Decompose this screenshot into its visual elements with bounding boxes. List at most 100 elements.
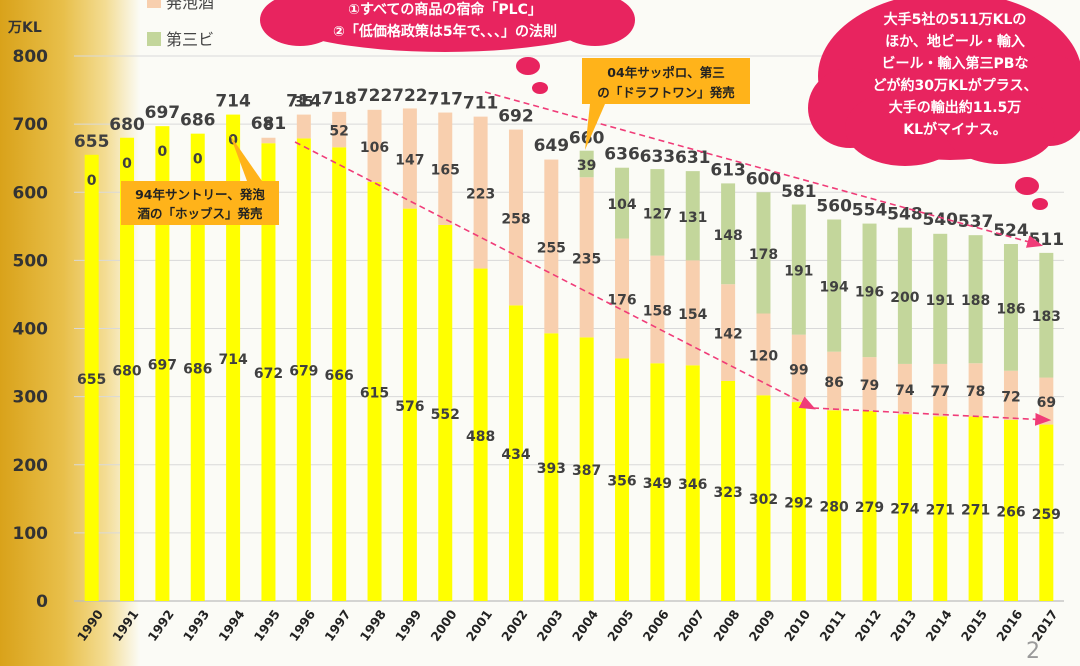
x-tick-label: 2001 [463,607,495,644]
data-label-daisan: 131 [678,210,707,226]
page-number: 2 [1026,639,1040,664]
bar-segment-daisan [827,219,842,352]
data-label-beer: 259 [1032,507,1061,523]
x-tick-label: 2000 [427,607,459,644]
x-tick-label: 2008 [710,607,742,644]
data-label-total: 511 [1029,230,1065,250]
data-label-daisan: 186 [996,301,1025,317]
data-label-total: 718 [321,89,357,109]
beer-background [0,0,140,666]
data-label-beer: 615 [360,386,389,402]
bar-segment-beer [473,268,488,601]
x-tick-label: 1992 [145,607,177,644]
bars [84,108,1054,602]
bar-segment-happoshu [933,363,948,417]
data-label-total: 717 [428,90,464,110]
data-label-beer: 679 [289,364,318,380]
data-label-happoshu: 142 [713,327,742,343]
callout-2004: 04年サッポロ、第三 の「ドラフトワン」発売 [582,58,750,150]
data-label-beer: 387 [572,463,601,479]
x-tick-label: 2005 [604,607,636,644]
data-label-happoshu: 158 [643,303,672,319]
data-label-happoshu: 79 [860,378,879,394]
bar-segment-beer [650,363,665,601]
data-label-total: 633 [640,147,676,167]
data-label-beer: 666 [325,368,354,384]
bar-segment-happoshu [508,129,523,306]
bar-segment-happoshu [1003,370,1018,420]
x-tick-label: 2002 [498,607,530,644]
bar-segment-happoshu [473,116,488,269]
data-label-total: 613 [710,160,746,180]
bar-segment-beer [933,416,948,601]
bar-segment-beer [1039,424,1054,601]
x-tick-label: 2003 [534,607,566,644]
y-tick-label: 100 [13,524,49,544]
bar-segment-beer [685,365,700,601]
bar-segment-happoshu [1039,377,1054,425]
bar-segment-happoshu [402,108,417,209]
data-label-total: 722 [357,86,393,106]
bar-segment-happoshu [579,177,594,338]
data-label-beer: 686 [183,361,212,377]
trend-arrow-decline [294,141,816,410]
bar-segment-daisan [721,183,736,285]
trend-arrow-total [484,91,1044,248]
bar-segment-beer [579,337,594,601]
data-label-happoshu: 0 [158,144,168,160]
data-label-happoshu: 0 [87,173,97,189]
data-label-happoshu: 0 [193,152,203,168]
x-tick-label: 2010 [781,607,813,644]
data-label-happoshu: 78 [966,384,985,400]
legend-label-happoshu: 発泡酒 [166,0,214,12]
x-tick-label: 2016 [993,607,1025,644]
data-label-total: 711 [463,94,499,114]
bar-segment-happoshu [897,363,912,415]
data-label-daisan: 148 [713,228,742,244]
data-label-beer: 349 [643,476,672,492]
bar-segment-daisan [1039,252,1054,378]
bar-segment-daisan [968,235,983,364]
bar-segment-daisan [756,192,771,314]
data-label-total: 714 [215,92,251,112]
data-label-happoshu: 165 [431,163,460,179]
callout-2004-line-1: 04年サッポロ、第三 [607,65,724,80]
data-label-daisan: 39 [577,158,596,174]
data-label-happoshu: 235 [572,251,601,267]
y-tick-label: 700 [13,115,49,135]
x-axis: 1990 1991 1992 1993 1994 1995 1996 1997 1998 1999… [74,607,1061,644]
data-label-happoshu: 176 [607,293,636,309]
x-tick-label: 2011 [816,607,848,644]
bar-segment-beer [332,147,347,601]
bar-segment-happoshu [650,255,665,364]
bar-segment-beer [296,138,311,601]
data-label-daisan: 196 [855,284,884,300]
bar-segment-happoshu [721,284,736,381]
data-label-beer: 680 [112,363,141,379]
x-tick-label: 1996 [286,607,318,644]
bar-segment-beer [367,182,382,601]
bar-segment-beer [544,333,559,601]
bar-segment-happoshu [296,114,311,139]
bubble-right-line-1: 大手5社の511万KLの [884,11,1027,28]
bar-segment-beer [155,126,170,601]
bar-segment-beer [508,305,523,601]
bar-segment-beer [615,358,630,601]
y-axis: 0 100 200 300 400 500 600 700 800 [13,47,49,612]
y-axis-title: 万KL [7,20,42,36]
data-label-happoshu: 8 [264,118,274,134]
data-label-total: 537 [958,212,994,232]
bar-segment-happoshu [791,334,806,403]
data-label-daisan: 191 [926,293,955,309]
data-label-beer: 280 [820,500,849,516]
data-label-beer: 697 [148,358,177,374]
data-label-happoshu: 52 [329,124,348,140]
data-label-happoshu: 255 [537,240,566,256]
data-label-beer: 356 [607,474,636,490]
bubble-right-line-4: どが約30万KLがプラス、 [873,77,1038,94]
y-tick-label: 800 [13,47,49,67]
bar-segment-beer [968,416,983,601]
data-label-total: 554 [852,201,888,221]
data-label-happoshu: 99 [789,362,808,378]
